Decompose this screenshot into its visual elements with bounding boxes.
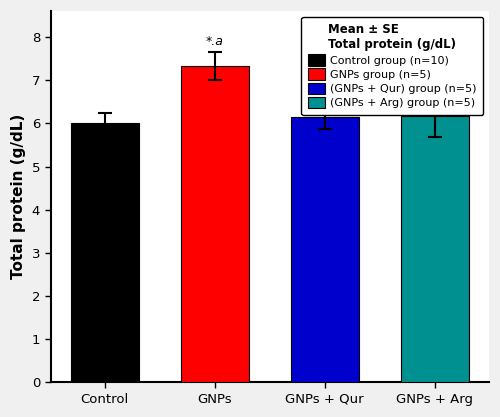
Bar — [70, 123, 139, 382]
Text: *.b: *.b — [316, 89, 334, 102]
Bar — [180, 66, 249, 382]
Y-axis label: Total protein (g/dL): Total protein (g/dL) — [11, 114, 26, 279]
Legend: Control group (n=10), GNPs group (n=5), (GNPs + Qur) group (n=5), (GNPs + Arg) g: Control group (n=10), GNPs group (n=5), … — [302, 17, 484, 115]
Bar — [400, 116, 469, 382]
Bar — [290, 117, 359, 382]
Text: *.b: *.b — [426, 78, 444, 91]
Text: *.a: *.a — [206, 35, 224, 48]
